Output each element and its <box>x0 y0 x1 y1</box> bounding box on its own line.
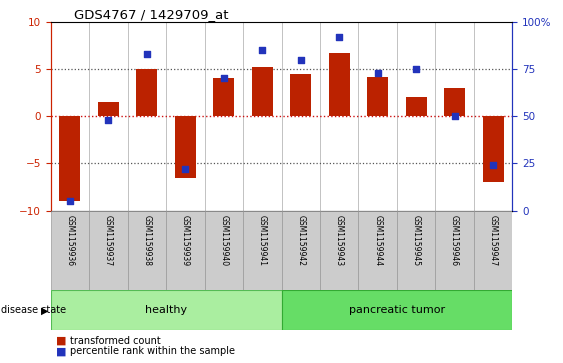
Text: ▶: ▶ <box>41 305 48 315</box>
Bar <box>405 97 427 116</box>
Bar <box>367 77 388 116</box>
Text: GSM1159947: GSM1159947 <box>489 215 498 266</box>
Point <box>181 166 190 172</box>
Point <box>296 57 305 62</box>
Bar <box>444 88 465 116</box>
Text: GSM1159946: GSM1159946 <box>450 215 459 266</box>
Text: transformed count: transformed count <box>70 335 161 346</box>
Point <box>220 76 229 81</box>
Text: healthy: healthy <box>145 305 187 315</box>
Bar <box>98 102 119 116</box>
Bar <box>290 74 311 116</box>
Point <box>142 51 151 57</box>
Text: GSM1159942: GSM1159942 <box>296 215 305 265</box>
Point <box>104 117 113 123</box>
Bar <box>175 116 196 178</box>
Text: GSM1159938: GSM1159938 <box>142 215 151 265</box>
Text: GSM1159941: GSM1159941 <box>258 215 267 265</box>
Text: percentile rank within the sample: percentile rank within the sample <box>70 346 235 356</box>
Text: GSM1159943: GSM1159943 <box>335 215 343 266</box>
Point <box>412 66 421 72</box>
Text: GSM1159939: GSM1159939 <box>181 215 190 266</box>
Bar <box>136 69 158 116</box>
Bar <box>282 211 320 290</box>
Bar <box>51 211 89 290</box>
Text: disease state: disease state <box>1 305 66 315</box>
Bar <box>435 211 474 290</box>
Bar <box>204 211 243 290</box>
Point <box>373 70 382 76</box>
Bar <box>320 211 359 290</box>
Bar <box>128 211 166 290</box>
Point <box>450 113 459 119</box>
Text: GSM1159940: GSM1159940 <box>220 215 228 266</box>
Bar <box>329 53 350 116</box>
Bar <box>482 116 504 182</box>
Bar <box>474 211 512 290</box>
Bar <box>243 211 282 290</box>
Bar <box>166 211 204 290</box>
Bar <box>252 67 273 116</box>
Point <box>489 162 498 168</box>
Point <box>65 198 74 204</box>
Text: GSM1159944: GSM1159944 <box>373 215 382 266</box>
Text: GSM1159937: GSM1159937 <box>104 215 113 266</box>
Point <box>334 34 343 40</box>
Bar <box>359 211 397 290</box>
Text: ■: ■ <box>56 335 67 346</box>
Text: pancreatic tumor: pancreatic tumor <box>349 305 445 315</box>
Point <box>258 47 267 53</box>
Bar <box>89 211 128 290</box>
Bar <box>397 211 435 290</box>
Bar <box>213 78 234 116</box>
Bar <box>59 116 81 201</box>
Text: GDS4767 / 1429709_at: GDS4767 / 1429709_at <box>74 8 228 21</box>
Text: ■: ■ <box>56 346 67 356</box>
Bar <box>282 290 512 330</box>
Bar <box>51 290 282 330</box>
Text: GSM1159936: GSM1159936 <box>65 215 74 266</box>
Text: GSM1159945: GSM1159945 <box>412 215 421 266</box>
